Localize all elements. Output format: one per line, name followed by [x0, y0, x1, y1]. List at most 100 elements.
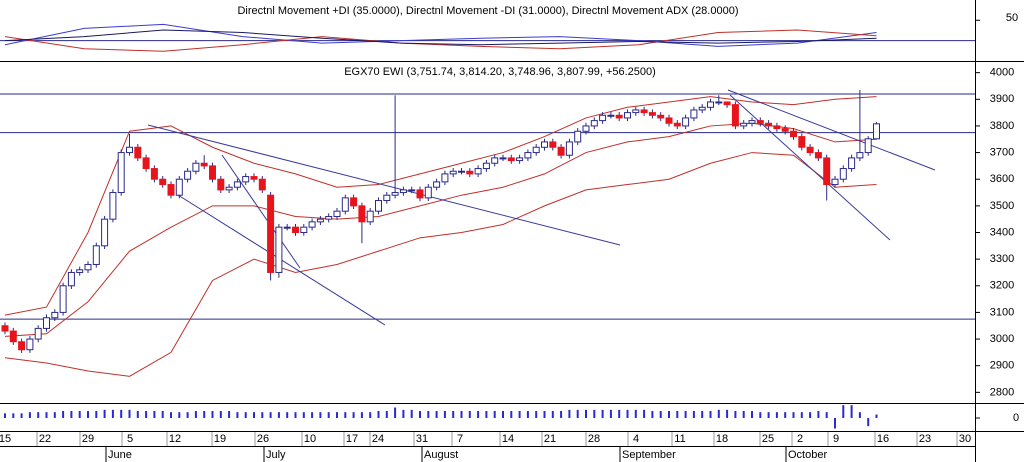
momentum-bar: [784, 412, 787, 418]
candle-body: [134, 146, 142, 159]
candle-body: [391, 192, 399, 196]
candle-body: [142, 157, 150, 170]
x-tick-label: 29: [82, 433, 94, 445]
candle-body: [582, 125, 590, 132]
momentum-bar: [858, 412, 861, 418]
momentum-bar: [543, 411, 546, 418]
candle-body: [67, 271, 75, 287]
month-label: October: [788, 449, 827, 461]
candle-body: [300, 226, 308, 233]
trend-line: [221, 154, 301, 269]
candle-body: [358, 205, 366, 223]
momentum-bar: [136, 411, 139, 418]
momentum-bar: [28, 412, 31, 418]
candle-body: [34, 327, 42, 340]
candle-body: [308, 221, 316, 228]
chart-title: EGX70 EWI (3,751.74, 3,814.20, 3,748.96,…: [344, 66, 656, 78]
momentum-bar: [203, 411, 206, 418]
candle-body: [624, 112, 631, 119]
month-label: August: [424, 449, 458, 461]
x-tick-label: 14: [502, 433, 514, 445]
candle-body: [275, 226, 283, 273]
y-tick-label: 3100: [990, 306, 1014, 318]
momentum-bar: [120, 409, 123, 418]
band-line: [4, 96, 877, 316]
momentum-bar: [460, 411, 463, 418]
candle-body: [292, 226, 299, 233]
candle-body: [333, 210, 341, 218]
momentum-bar: [427, 411, 430, 418]
momentum-bar: [560, 411, 563, 418]
candle-body: [341, 197, 349, 212]
candle-body: [640, 109, 648, 114]
candle-body: [126, 146, 133, 154]
y-tick-label: 3000: [990, 333, 1014, 345]
momentum-bar: [194, 411, 197, 418]
momentum-bar: [178, 412, 181, 418]
candle-body: [839, 168, 847, 180]
candle-body: [748, 120, 756, 124]
momentum-bar: [526, 411, 529, 418]
x-tick-label: 26: [257, 433, 269, 445]
candle-body: [499, 157, 507, 160]
momentum-bar: [809, 412, 812, 418]
momentum-bar: [161, 411, 164, 418]
momentum-bar: [170, 412, 172, 418]
candle-body: [258, 178, 266, 191]
candle-body: [574, 130, 582, 143]
x-tick-label: 17: [346, 433, 358, 445]
momentum-bar: [344, 412, 347, 418]
momentum-bar: [128, 409, 131, 418]
candle-body: [441, 173, 449, 183]
momentum-bar: [103, 409, 106, 418]
x-tick-label: 9: [833, 433, 839, 445]
candle-body: [814, 152, 822, 159]
momentum-bar: [145, 411, 148, 418]
momentum-bar: [701, 411, 704, 418]
candle-body: [18, 341, 26, 351]
momentum-bar: [336, 412, 338, 418]
momentum-bar: [269, 412, 272, 418]
momentum-bar: [311, 412, 314, 418]
candle-body: [449, 170, 457, 175]
momentum-bar: [692, 411, 695, 418]
momentum-bar: [485, 411, 488, 418]
momentum-bar: [551, 411, 554, 418]
candle-body: [458, 170, 465, 173]
x-tick-label: 16: [877, 433, 889, 445]
momentum-bar: [53, 412, 56, 418]
x-tick-label: 21: [544, 433, 556, 445]
momentum-bar: [850, 405, 853, 418]
candle-body: [690, 109, 698, 119]
x-tick-label: 11: [674, 433, 685, 445]
candle-body: [109, 192, 117, 220]
x-tick-label: 25: [762, 433, 774, 445]
momentum-bar: [261, 412, 264, 418]
candle-body: [565, 141, 573, 156]
momentum-bar: [825, 412, 828, 418]
momentum-bar: [684, 411, 687, 418]
y-tick-label: 50: [1006, 12, 1018, 24]
momentum-bar: [219, 411, 222, 418]
y-tick-label: 3400: [990, 226, 1014, 238]
momentum-bar: [535, 411, 538, 418]
candle-body: [707, 101, 714, 108]
y-tick-label: 3800: [990, 120, 1014, 132]
candle-body: [632, 109, 640, 114]
candle-body: [250, 176, 258, 180]
momentum-bar: [369, 412, 372, 418]
candle-body: [648, 112, 656, 116]
momentum-bar: [626, 409, 629, 418]
candle-body: [26, 338, 34, 351]
candle-body: [848, 157, 856, 170]
trend-line: [147, 124, 621, 246]
momentum-bar: [111, 409, 114, 418]
momentum-bar: [775, 412, 778, 418]
momentum-bar: [435, 411, 438, 418]
momentum-bar: [211, 411, 214, 418]
candle-body: [723, 101, 731, 106]
band-line: [4, 152, 877, 377]
candle-body: [383, 194, 391, 202]
trend-line: [729, 94, 891, 241]
momentum-bar: [419, 411, 421, 418]
